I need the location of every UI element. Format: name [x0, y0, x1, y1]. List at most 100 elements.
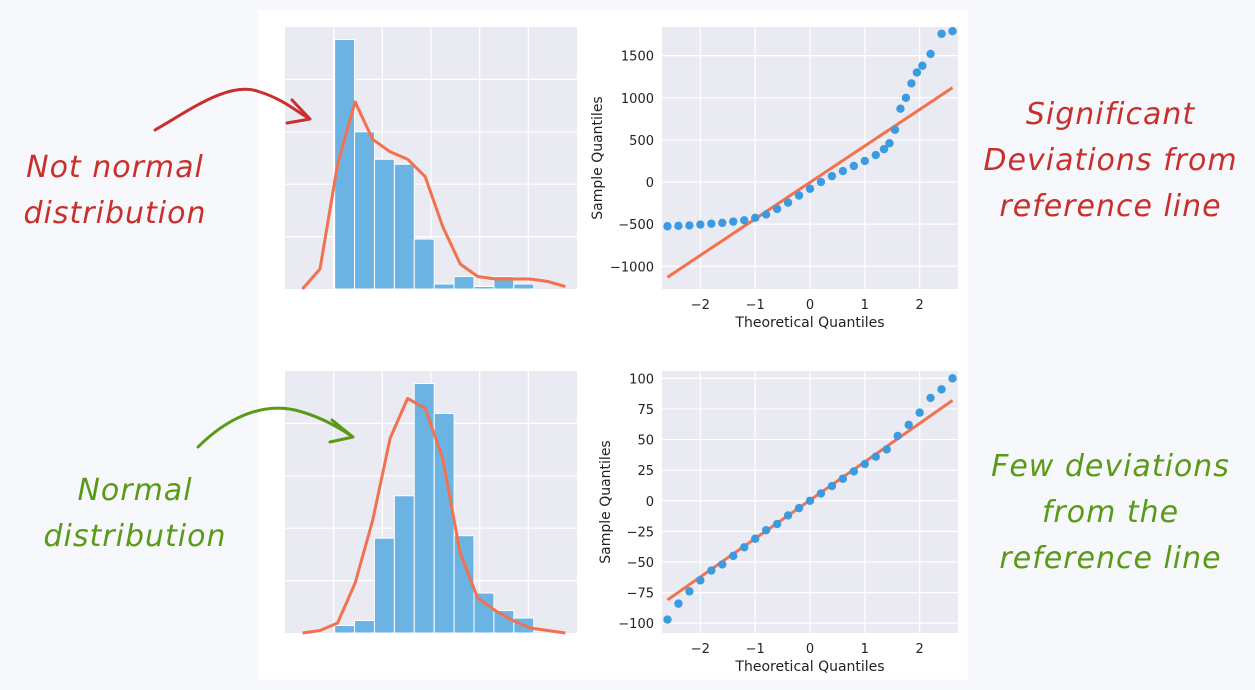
annotation-line: Few deviations: [991, 449, 1230, 484]
qq-point: [890, 125, 900, 134]
kde-curve: [302, 396, 566, 635]
qq-point: [729, 217, 738, 226]
histogram-bar: [513, 283, 535, 290]
qq-point: [696, 220, 705, 229]
annotation-not-normal: Not normal distribution: [0, 145, 230, 237]
qq-point: [912, 68, 922, 77]
qq-point: [816, 489, 826, 498]
qq-point: [871, 150, 880, 160]
histogram-bar: [473, 286, 495, 290]
qq-point: [849, 467, 859, 476]
qq-point: [915, 408, 924, 417]
qq-point: [783, 198, 793, 207]
qq-point: [827, 171, 837, 181]
qq-point: [674, 221, 683, 231]
x-tick-label: −2: [691, 298, 710, 313]
qq-point: [904, 420, 913, 430]
annotation-normal: Normal distribution: [20, 468, 250, 560]
qq-point: [838, 474, 848, 483]
histogram-bar: [413, 382, 435, 634]
annotation-line: reference line: [999, 541, 1222, 576]
annotation-line: Not normal: [26, 150, 204, 185]
x-tick-label: 0: [806, 642, 814, 657]
histogram-bar: [354, 620, 375, 634]
y-tick-label: 1000: [621, 92, 654, 107]
qq-point: [948, 27, 957, 36]
qq-point: [805, 496, 815, 505]
green-arrowhead: [328, 418, 355, 444]
qq-point: [718, 218, 727, 228]
qq-point: [783, 511, 793, 520]
annotation-few-deviations: Few deviations from the reference line: [968, 444, 1253, 582]
qq-point: [794, 503, 804, 513]
y-axis-label: Sample Quantiles: [590, 96, 606, 219]
histogram-bar: [453, 276, 475, 290]
qq-point: [761, 525, 771, 535]
annotation-line: Significant: [1025, 97, 1196, 132]
qq-point: [740, 216, 749, 225]
annotation-line: reference line: [999, 189, 1222, 224]
qq-point: [750, 534, 760, 543]
qq-point: [937, 385, 946, 394]
y-tick-label: −75: [627, 587, 654, 602]
qq-point: [663, 615, 672, 624]
qq-point: [882, 445, 891, 454]
annotation-line: distribution: [23, 196, 207, 231]
y-tick-label: −25: [627, 525, 654, 540]
qq-point: [948, 374, 957, 383]
qq-point: [885, 139, 894, 148]
qq-point: [663, 222, 672, 231]
y-tick-label: 1500: [621, 50, 654, 65]
charts-layer: −2 −1 0 1 2−1000−500050010001500Theoretical …: [285, 27, 958, 675]
x-tick-label: −2: [691, 642, 710, 657]
green-arrow: [196, 406, 352, 449]
y-axis-label: Sample Quantiles: [598, 440, 614, 563]
y-tick-label: 25: [637, 464, 654, 479]
x-tick-label: 1: [861, 642, 869, 657]
red-arrowhead: [285, 98, 312, 125]
histogram-bar: [373, 158, 395, 290]
y-tick-label: 100: [629, 372, 654, 387]
qq-point: [871, 452, 880, 461]
y-tick-label: −1000: [610, 260, 654, 275]
qq-point: [696, 576, 705, 585]
qq-point: [816, 177, 826, 187]
x-tick-label: −1: [746, 642, 765, 657]
qq-point: [718, 560, 727, 569]
kde-curve: [301, 100, 566, 290]
x-tick-label: 2: [915, 298, 923, 313]
qq-point: [907, 79, 916, 88]
qq-point: [707, 566, 716, 575]
histogram-bar: [334, 625, 356, 634]
qq-point: [918, 61, 927, 70]
qq-point: [937, 29, 946, 38]
histogram-bar: [373, 537, 395, 634]
qq-point: [685, 221, 694, 230]
y-tick-label: 0: [646, 495, 654, 510]
qq-point: [860, 156, 870, 166]
qq-point: [794, 191, 804, 200]
qq-point: [896, 104, 905, 113]
qq-point: [729, 551, 738, 561]
qq-point: [893, 431, 902, 441]
qq-point: [761, 210, 771, 219]
x-tick-label: 1: [861, 298, 869, 313]
x-axis-label: Theoretical Quantiles: [734, 315, 884, 331]
qq-point: [860, 459, 870, 469]
x-tick-label: 0: [806, 298, 814, 313]
y-tick-label: 500: [629, 134, 654, 149]
qq-point: [674, 599, 683, 608]
qq-point: [879, 144, 889, 154]
red-arrow: [153, 87, 310, 132]
qq-point: [901, 93, 911, 102]
y-tick-label: 0: [646, 176, 654, 191]
y-tick-label: 50: [637, 434, 654, 449]
histogram-bar: [393, 163, 415, 290]
annotation-line: distribution: [43, 519, 227, 554]
qq-point: [926, 393, 935, 403]
x-tick-label: 2: [915, 642, 923, 657]
annotation-line: Deviations from: [983, 143, 1238, 178]
annotation-line: Normal: [77, 473, 193, 508]
y-tick-label: −500: [618, 218, 654, 233]
